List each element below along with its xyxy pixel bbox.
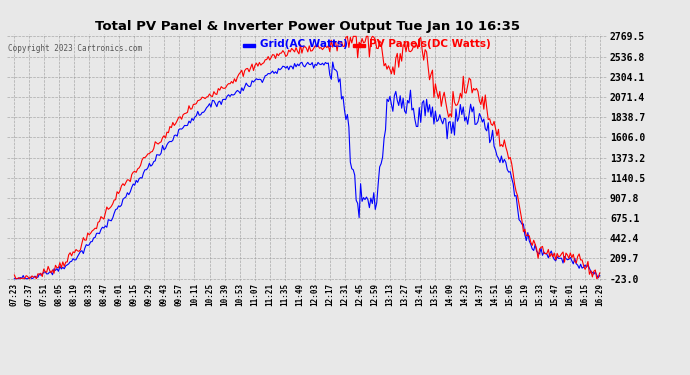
Title: Total PV Panel & Inverter Power Output Tue Jan 10 16:35: Total PV Panel & Inverter Power Output T… <box>95 20 520 33</box>
Legend: Grid(AC Watts), PV Panels(DC Watts): Grid(AC Watts), PV Panels(DC Watts) <box>243 39 491 49</box>
Text: Copyright 2023 Cartronics.com: Copyright 2023 Cartronics.com <box>8 44 142 52</box>
